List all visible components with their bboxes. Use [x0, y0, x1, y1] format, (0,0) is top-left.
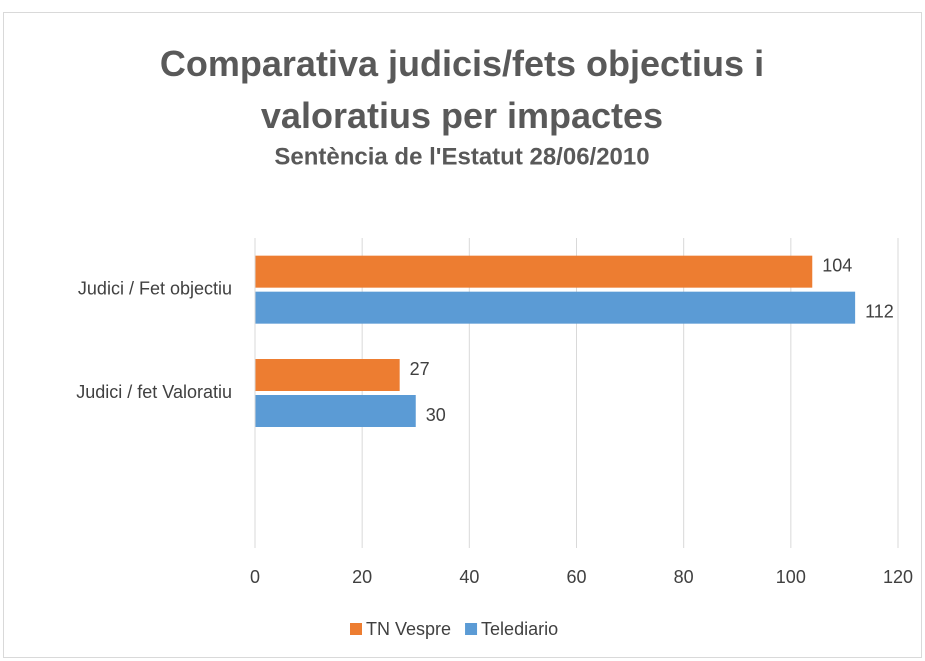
x-tick-label: 40	[459, 567, 479, 587]
chart-title: Comparativa judicis/fets objectius i val…	[159, 43, 765, 136]
y-tick-label: Judici / Fet objectiu	[78, 278, 232, 298]
x-tick-label: 20	[352, 567, 372, 587]
bar	[255, 395, 416, 427]
bar	[255, 255, 813, 288]
legend-swatch	[465, 623, 478, 635]
chart-subtitle: Sentència de l'Estatut 28/06/2010	[274, 143, 649, 170]
bar	[255, 359, 400, 391]
x-tick-label: 100	[776, 567, 806, 587]
legend-label: Telediario	[481, 619, 558, 639]
y-tick-label: Judici / fet Valoratiu	[76, 382, 232, 402]
chart-border	[3, 12, 922, 658]
data-label: 30	[426, 405, 446, 425]
bar	[255, 291, 856, 324]
data-label: 104	[822, 255, 852, 275]
data-label: 112	[865, 301, 894, 321]
data-label: 27	[410, 359, 430, 379]
x-tick-label: 0	[250, 567, 260, 587]
x-tick-label: 60	[566, 567, 586, 587]
legend-label: TN Vespre	[366, 619, 451, 639]
x-tick-label: 80	[674, 567, 694, 587]
legend-swatch	[350, 623, 362, 635]
x-tick-label: 120	[883, 567, 913, 587]
